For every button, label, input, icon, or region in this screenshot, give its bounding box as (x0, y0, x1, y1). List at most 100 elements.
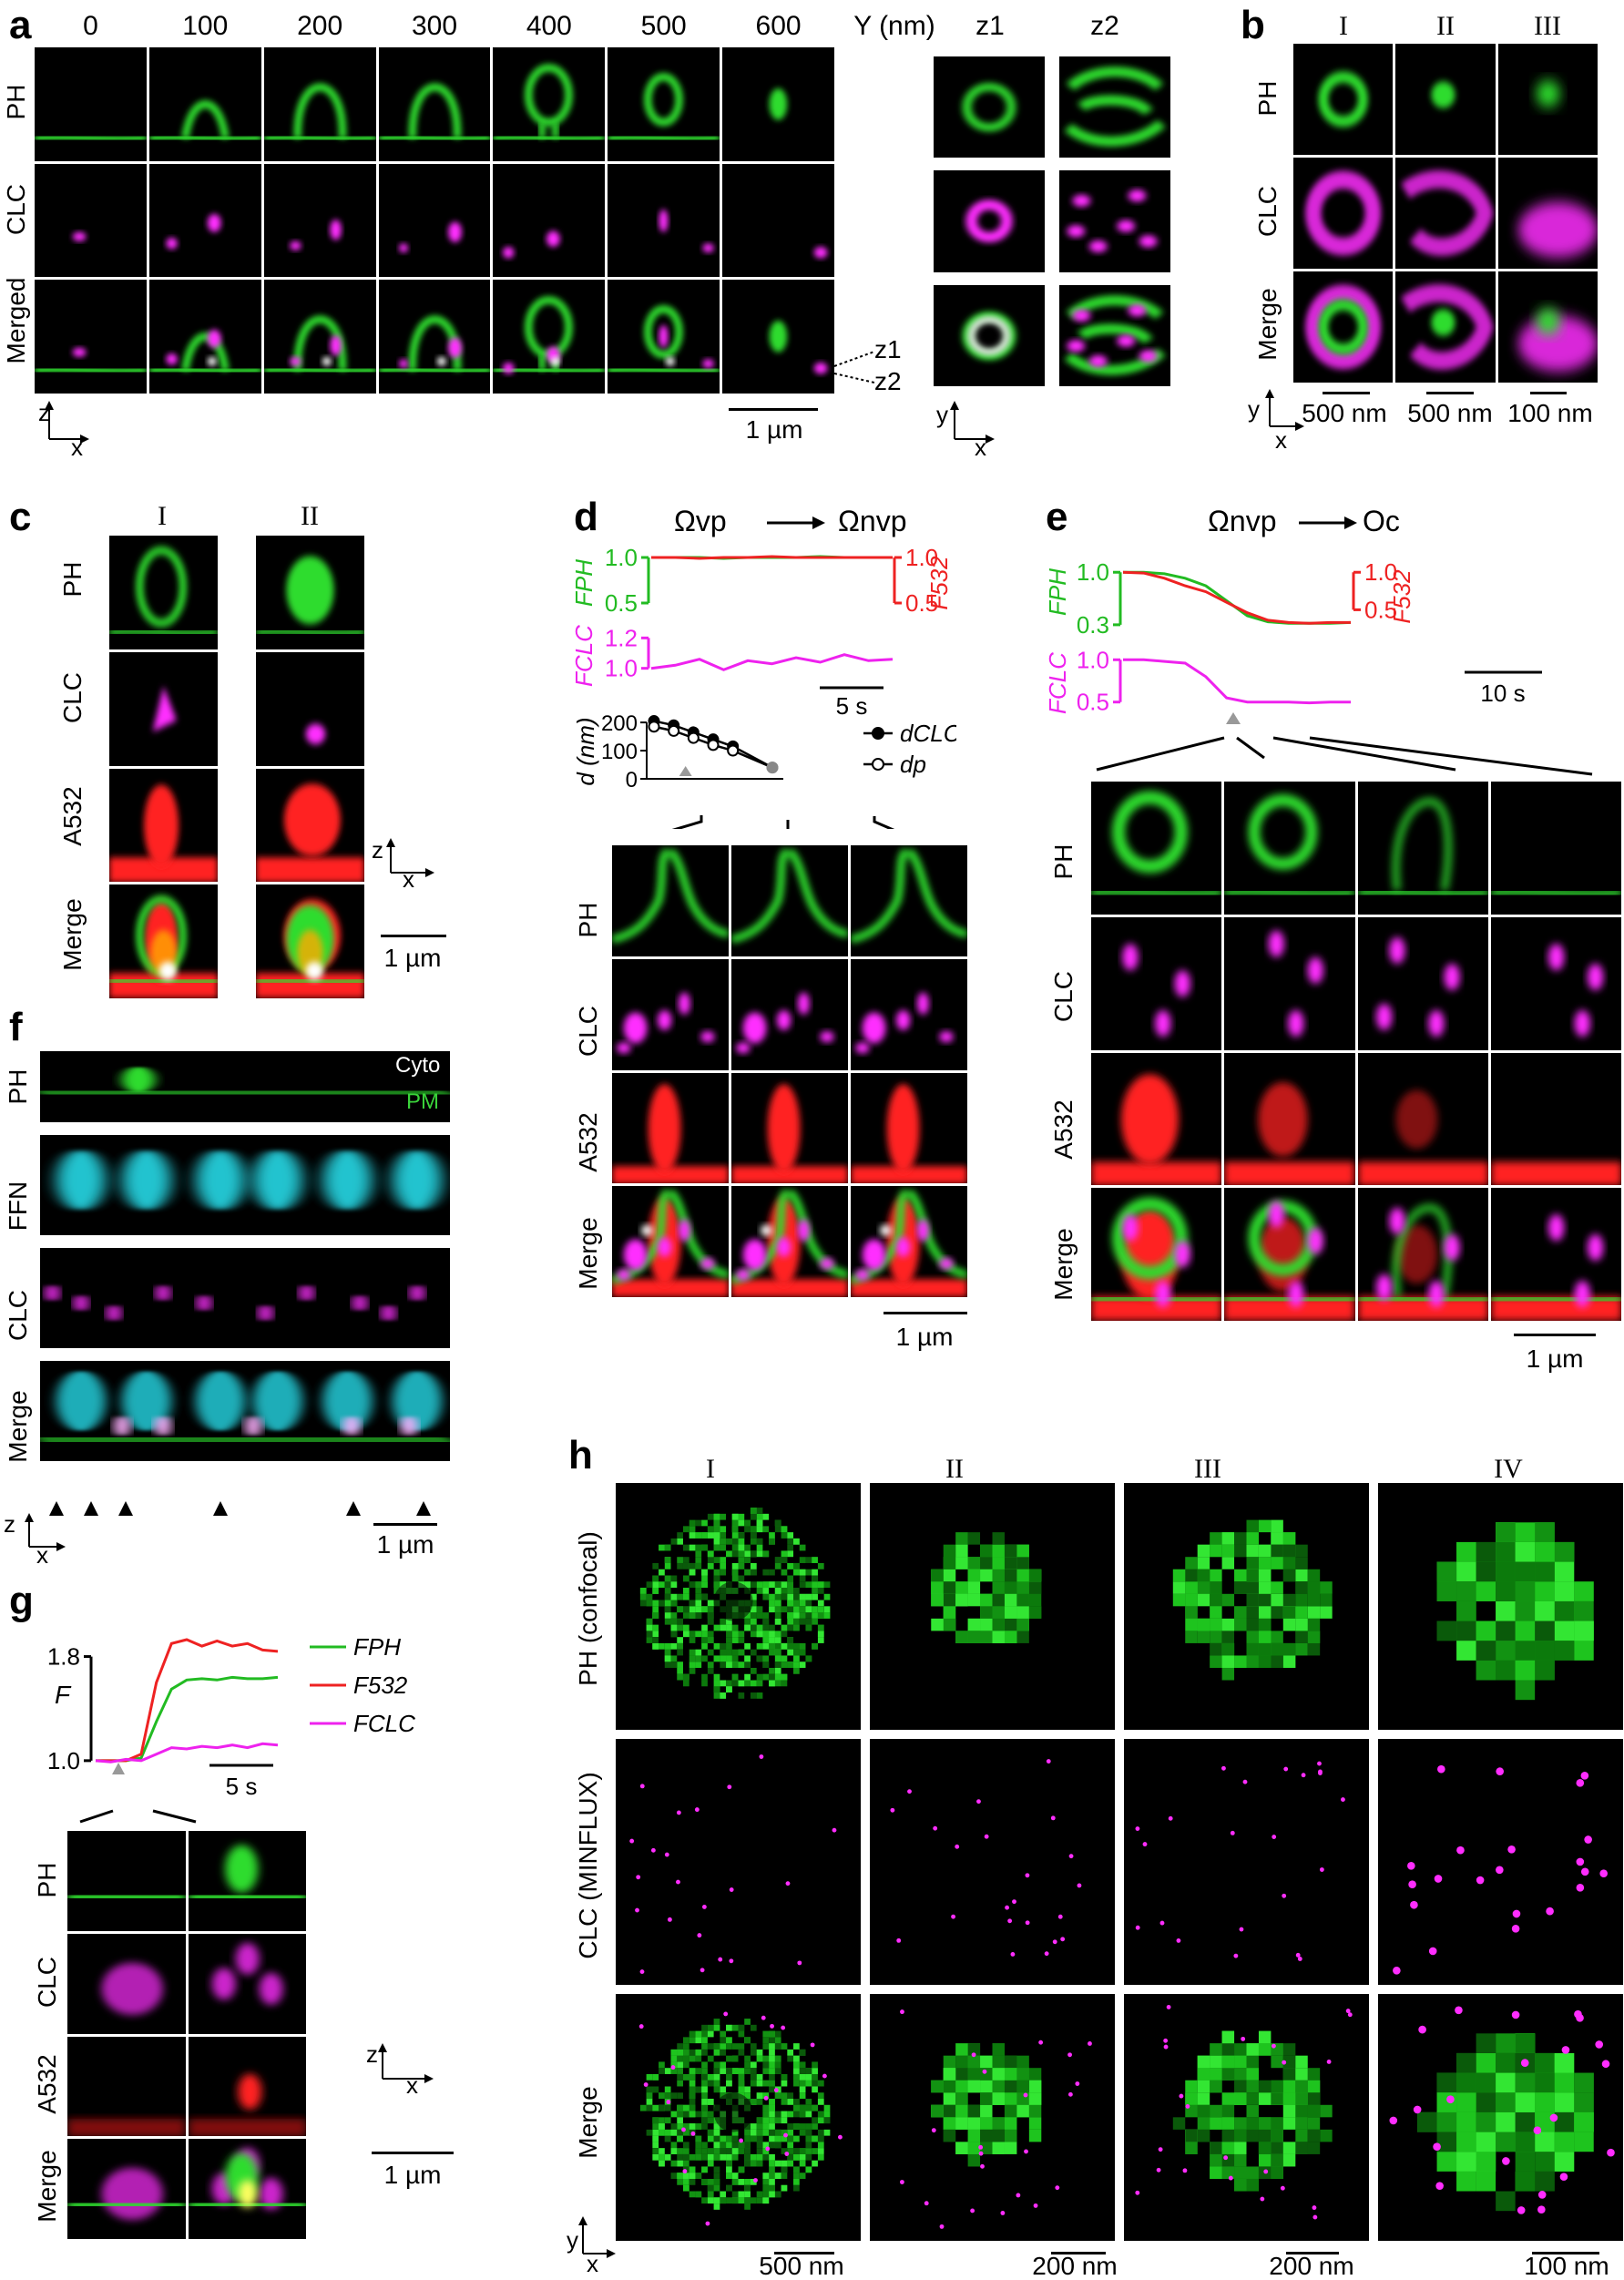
panel-a-xy-ph-z1 (934, 56, 1045, 158)
panel-f-row-ffn: FFN (4, 1181, 32, 1232)
panel-c-tile-a532-1 (256, 768, 364, 883)
panel-a-tile-ph-4 (493, 47, 606, 161)
panel-g-time-scalebar-label: 5 s (226, 1773, 258, 1800)
panel-h-image-grid (616, 1483, 1623, 2241)
panel-e-tile-a532-0 (1091, 1052, 1222, 1186)
panel-b-axis-y: y (1248, 395, 1260, 423)
panel-h-scalebar-4 (1532, 2252, 1599, 2254)
panel-e-fclc-ticklabel-0: 0.5 (1077, 689, 1109, 716)
panel-e-fph-line-F532 (1122, 570, 1351, 625)
panel-e-tile-ph-3 (1490, 782, 1621, 915)
panel-a-tile-merged-3 (378, 280, 491, 394)
panel-d-fclc-ylabel: FCLC (574, 625, 598, 687)
panel-b-tile-ph-2 (1497, 44, 1598, 155)
panel-d-dplot-point-dp-2 (687, 731, 700, 744)
panel-b-col-I: I (1339, 11, 1348, 41)
panel-f-image-grid (40, 1051, 450, 1485)
panel-f-scalebar-label: 1 µm (376, 1530, 434, 1559)
panel-h-tile-clc-3 (1378, 1738, 1623, 1986)
panel-h-col-III: III (1194, 1454, 1221, 1484)
panel-e-fclc-ticklabel-1: 1.0 (1077, 646, 1109, 673)
panel-e-row-ph: PH (1049, 843, 1078, 880)
panel-b-col-III: III (1534, 11, 1561, 41)
panel-f-label-pm: PM (406, 1089, 439, 1114)
panel-h-tile-ph-1 (870, 1483, 1115, 1730)
panel-d-legend-dp: dp (900, 751, 926, 778)
panel-d-dplot-ticklabel-2: 200 (601, 711, 638, 736)
panel-a-row-label-merged: Merged (2, 277, 30, 364)
panel-a-tile-ph-1 (148, 47, 261, 161)
panel-b-col-II: II (1436, 11, 1455, 41)
panel-d-state-to: Ωnvp (838, 505, 907, 537)
panel-d-f532-ticklabel-1: 1.0 (905, 547, 938, 571)
panel-e-tile-clc-0 (1091, 916, 1222, 1050)
panel-b-scalebar-2 (1426, 392, 1474, 394)
panel-c-tile-clc-1 (256, 651, 364, 766)
panel-a-row-label-ph: PH (2, 84, 30, 120)
panel-d-fclc-line-FCLC (650, 653, 894, 671)
panel-a-column-header-4: 400 (526, 11, 572, 41)
panel-d-scalebar-label: 1 µm (895, 1323, 954, 1351)
panel-d-tile-merge-0 (612, 1186, 729, 1297)
panel-e-tile-clc-2 (1357, 916, 1488, 1050)
panel-e-fph-ylabel: FPH (1046, 568, 1071, 616)
panel-g-tile-a532-1 (188, 2036, 306, 2137)
panel-h-tile-clc-0 (616, 1738, 861, 1986)
panel-b-row-merge: Merge (1253, 288, 1282, 361)
panel-d-tile-clc-2 (851, 958, 967, 1070)
panel-h-scalebar-3 (1286, 2252, 1339, 2254)
panel-f-axis-z: z (4, 1510, 15, 1538)
panel-c-row-merge: Merge (58, 898, 87, 971)
panel-a-tile-merged-4 (493, 280, 606, 394)
panel-d-fph-ylabel: FPH (574, 559, 598, 607)
panel-g-tile-clc-1 (188, 1933, 306, 2034)
panel-d-f532-ticklabel-0: 0.5 (905, 589, 938, 617)
panel-g-tile-clc-0 (67, 1933, 186, 2034)
panel-e-state-from: Ωnvp (1208, 505, 1277, 537)
panel-b-tile-merge-2 (1497, 271, 1598, 383)
panel-e-tile-merge-3 (1490, 1188, 1621, 1321)
panel-e-fph-ticklabel-0: 0.3 (1077, 611, 1109, 639)
panel-d-time-scalebar-label: 5 s (836, 692, 868, 720)
panel-h-col-II: II (945, 1454, 964, 1484)
panel-c-col-I: I (158, 501, 167, 531)
panel-e-row-a532: A532 (1049, 1099, 1078, 1160)
panel-f-axes-icon (25, 1513, 66, 1551)
panel-a-xy-grid (934, 56, 1170, 386)
panel-label-f: f (9, 1005, 23, 1049)
panel-a-column-header-2: 200 (297, 11, 343, 41)
panel-c-scalebar-label: 1 µm (383, 944, 442, 972)
panel-g-ylabel: F (55, 1681, 72, 1709)
panel-h-row-merge: Merge (574, 2086, 602, 2159)
panel-e-tile-clc-3 (1490, 916, 1621, 1050)
panel-h-row-clc: CLC (MINFLUX) (574, 1772, 602, 1959)
panel-g-plot: 1.0 1.8 F FPH F532 FCLC 5 s (47, 1633, 415, 1824)
panel-e-scalebar (1514, 1334, 1596, 1336)
panel-g-tile-merge-0 (67, 2139, 186, 2239)
panel-a-tile-ph-6 (722, 47, 834, 161)
panel-e-f532-ticklabel-1: 1.0 (1364, 558, 1397, 586)
panel-b-tile-clc-2 (1497, 158, 1598, 269)
panel-d-dplot-point-dp-1 (668, 724, 680, 737)
panel-g-image-grid (67, 1831, 306, 2239)
panel-h-tile-clc-2 (1124, 1738, 1369, 1986)
panel-a-z2-marker: z2 (874, 367, 902, 395)
panel-b-scalebar-2-label: 500 nm (1407, 399, 1493, 427)
panel-a-xy-ph-z2 (1059, 56, 1170, 158)
panel-a-tile-merged-2 (263, 280, 376, 394)
panel-a-tile-clc-0 (35, 163, 147, 278)
panel-c-axis-x: x (403, 865, 414, 893)
panel-a-axis-z: z (38, 399, 50, 426)
panel-g-tile-ph-1 (188, 1831, 306, 1931)
panel-e-tile-a532-3 (1490, 1052, 1621, 1186)
panel-d-dplot-ticklabel-0: 0 (626, 768, 638, 792)
panel-g-line-F532 (96, 1638, 279, 1763)
panel-g-row-a532: A532 (33, 2054, 61, 2114)
panel-a-axis-x: x (71, 434, 83, 461)
panel-a-z-marker-leaders (834, 351, 875, 383)
panel-h-col-IV: IV (1494, 1454, 1523, 1484)
panel-d-fph-line-F532 (651, 555, 893, 560)
panel-f-strip-merge (40, 1361, 450, 1461)
panel-g-tile-a532-0 (67, 2036, 186, 2137)
panel-e-state-to: Oc (1363, 505, 1400, 537)
